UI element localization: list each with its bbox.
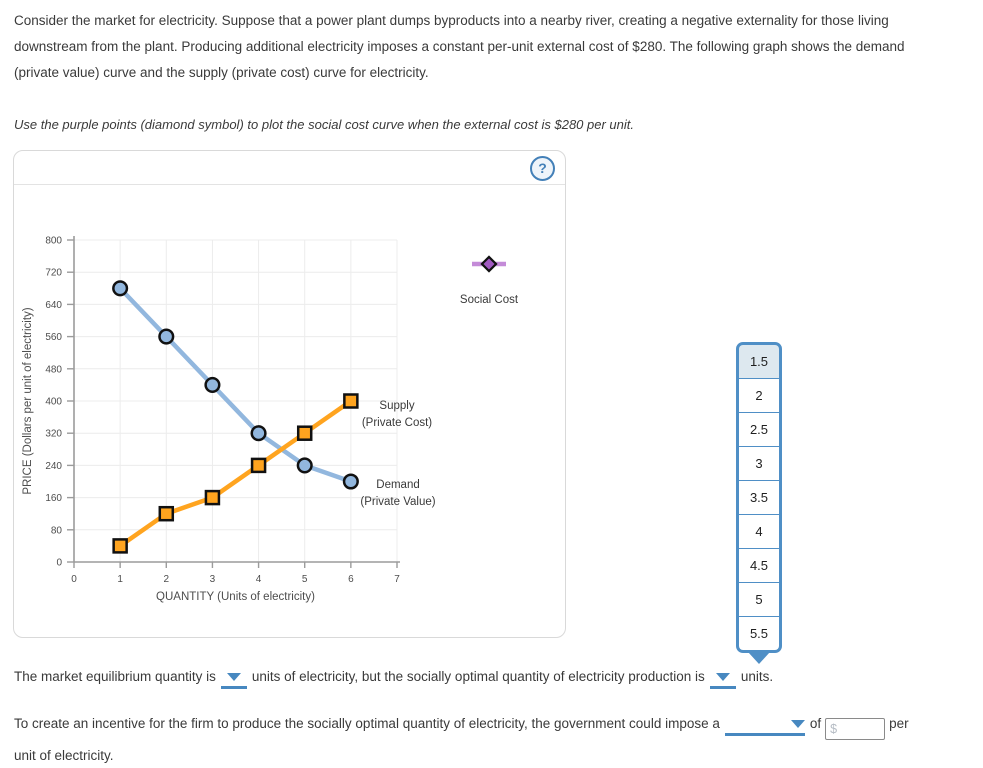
quantity-option[interactable]: 2 xyxy=(739,379,779,412)
svg-text:5: 5 xyxy=(302,574,308,585)
svg-text:400: 400 xyxy=(45,397,62,408)
intro-line-3: (private value) curve and the supply (pr… xyxy=(14,65,429,80)
svg-text:480: 480 xyxy=(45,364,62,375)
graph-panel: ? 0 80 160 240 320 400 480 560 640 720 800 0 1 2 3 4 5 6 7… xyxy=(13,150,566,638)
equilibrium-text-3: units. xyxy=(740,669,774,684)
quantity-options-popup: 1.5 2 2.5 3 3.5 4 4.5 5 5.5 xyxy=(736,342,782,664)
svg-text:640: 640 xyxy=(45,300,62,311)
svg-text:1: 1 xyxy=(117,574,123,585)
quantity-option[interactable]: 4 xyxy=(739,515,779,548)
quantity-option[interactable]: 4.5 xyxy=(739,549,779,582)
quantity-option[interactable]: 5.5 xyxy=(739,617,779,650)
svg-text:7: 7 xyxy=(394,574,400,585)
incentive-text-2: of xyxy=(809,716,822,731)
svg-text:3: 3 xyxy=(210,574,216,585)
svg-text:2: 2 xyxy=(164,574,170,585)
incentive-sentence-line2: unit of electricity. xyxy=(14,748,114,763)
policy-type-dropdown[interactable] xyxy=(724,718,805,736)
equilibrium-text-1: The market equilibrium quantity is xyxy=(14,669,216,684)
plot-instruction: Use the purple points (diamond symbol) t… xyxy=(14,117,634,132)
quantity-option[interactable]: 3.5 xyxy=(739,481,779,514)
electricity-market-chart[interactable]: 0 80 160 240 320 400 480 560 640 720 800 0 1 2 3 4 5 6 7 QU… xyxy=(14,185,567,637)
svg-text:240: 240 xyxy=(45,461,62,472)
svg-text:QUANTITY (Units of electricity: QUANTITY (Units of electricity) xyxy=(156,591,315,603)
graph-panel-header: ? xyxy=(14,151,565,185)
svg-text:4: 4 xyxy=(256,574,262,585)
svg-text:800: 800 xyxy=(45,236,62,247)
intro-line-1: Consider the market for electricity. Sup… xyxy=(14,13,889,28)
svg-text:(Private Cost): (Private Cost) xyxy=(362,417,432,429)
popup-tail-pointer xyxy=(748,652,770,664)
optimal-quantity-dropdown[interactable] xyxy=(709,671,736,689)
svg-text:80: 80 xyxy=(51,525,63,536)
incentive-sentence: To create an incentive for the firm to p… xyxy=(14,716,909,740)
incentive-text-3: per xyxy=(889,716,909,731)
equilibrium-quantity-dropdown[interactable] xyxy=(220,671,247,689)
help-icon[interactable]: ? xyxy=(530,156,555,181)
svg-text:6: 6 xyxy=(348,574,354,585)
svg-text:Demand: Demand xyxy=(376,479,419,491)
quantity-option[interactable]: 1.5 xyxy=(739,345,779,378)
chevron-down-icon xyxy=(715,673,730,681)
equilibrium-text-2: units of electricity, but the socially o… xyxy=(251,669,705,684)
incentive-text-1: To create an incentive for the firm to p… xyxy=(14,716,720,731)
quantity-option[interactable]: 3 xyxy=(739,447,779,480)
svg-text:Social Cost: Social Cost xyxy=(460,294,519,306)
svg-text:PRICE (Dollars per unit of ele: PRICE (Dollars per unit of electricity) xyxy=(22,307,34,494)
amount-input[interactable] xyxy=(825,718,886,740)
svg-text:0: 0 xyxy=(56,558,62,569)
intro-line-2: downstream from the plant. Producing add… xyxy=(14,39,905,54)
svg-text:560: 560 xyxy=(45,332,62,343)
chevron-down-icon xyxy=(790,720,805,728)
equilibrium-sentence: The market equilibrium quantity is units … xyxy=(14,669,773,689)
quantity-option[interactable]: 2.5 xyxy=(739,413,779,446)
svg-text:Supply: Supply xyxy=(379,400,414,412)
svg-text:320: 320 xyxy=(45,429,62,440)
svg-text:(Private Value): (Private Value) xyxy=(360,496,435,508)
svg-text:0: 0 xyxy=(71,574,77,585)
svg-text:720: 720 xyxy=(45,268,62,279)
svg-text:160: 160 xyxy=(45,493,62,504)
quantity-option[interactable]: 5 xyxy=(739,583,779,616)
intro-paragraph: Consider the market for electricity. Sup… xyxy=(14,8,905,86)
quantity-options-list: 1.5 2 2.5 3 3.5 4 4.5 5 5.5 xyxy=(736,342,782,653)
chevron-down-icon xyxy=(226,673,241,681)
